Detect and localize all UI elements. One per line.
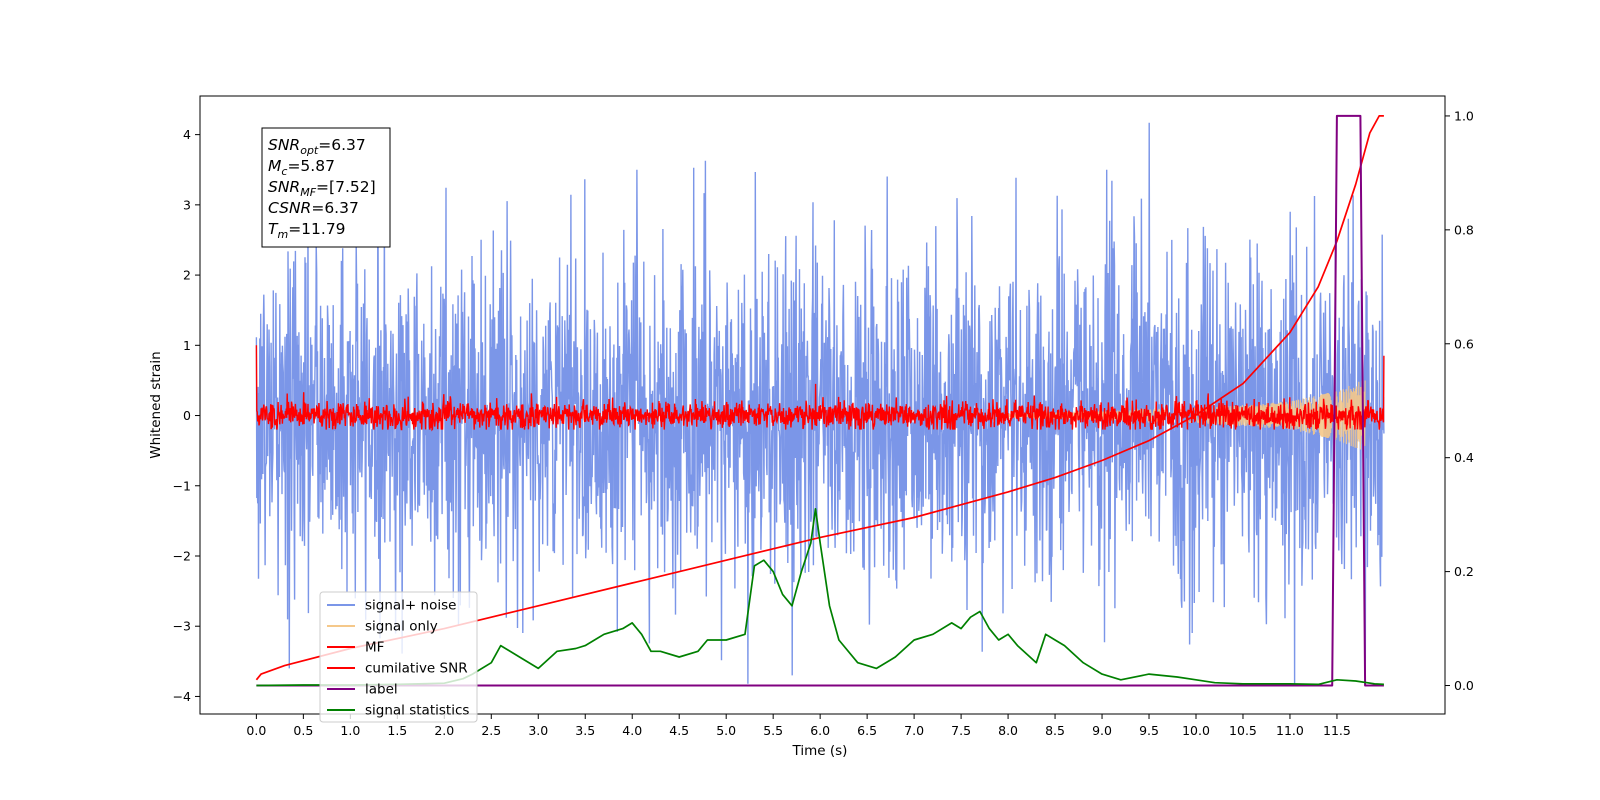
x-tick-label: 0.0 xyxy=(246,723,266,738)
x-tick-label: 9.0 xyxy=(1092,723,1112,738)
x-tick-label: 6.0 xyxy=(810,723,830,738)
x-tick-label: 9.5 xyxy=(1139,723,1159,738)
y-axis-left: −4 −3 −2 −1 0 1 2 3 4 xyxy=(173,127,200,704)
x-tick-label: 3.5 xyxy=(575,723,595,738)
annotation-value: =6.37 xyxy=(311,199,359,217)
annotation-value: =6.37 xyxy=(318,136,366,154)
y2-tick-label: 0.0 xyxy=(1454,678,1474,693)
series-signal-statistics-line xyxy=(256,508,1384,687)
annotation-frame xyxy=(261,127,391,248)
y-tick-label: 1 xyxy=(183,338,191,353)
x-tick-label: 7.0 xyxy=(904,723,924,738)
y-tick-label: 0 xyxy=(183,408,191,423)
legend-label: MF xyxy=(365,640,384,656)
x-tick-label: 2.5 xyxy=(481,723,501,738)
legend-label: signal+ noise xyxy=(365,598,456,614)
legend-frame xyxy=(319,591,478,723)
annotation-subscript: m xyxy=(277,228,288,241)
x-tick-label: 7.5 xyxy=(951,723,971,738)
plot-frame xyxy=(199,95,1446,715)
y-tick-label: −2 xyxy=(173,548,191,563)
annotation-box: SNRopt=6.37Mc=5.87SNRMF=[7.52]CSNR=6.37T… xyxy=(261,127,391,248)
legend-label: signal statistics xyxy=(365,703,469,719)
annotation-subscript: c xyxy=(281,165,287,178)
y-tick-label: 3 xyxy=(183,197,191,212)
annotation-line: Mc=5.87 xyxy=(268,157,335,178)
x-tick-label: 5.5 xyxy=(763,723,783,738)
y2-tick-label: 0.8 xyxy=(1454,222,1474,237)
series-mf-line xyxy=(255,345,1385,432)
series-signal-noise-line xyxy=(255,122,1385,684)
x-axis: 0.0 0.5 1.0 1.5 2.0 2.5 3.0 3.5 4.0 4.5 5.0 5.5 6.0 6… xyxy=(246,714,1351,738)
annotation-symbol: SNR xyxy=(268,178,300,196)
x-tick-label: 4.0 xyxy=(622,723,642,738)
x-tick-label: 10.5 xyxy=(1229,723,1257,738)
y2-tick-label: 0.4 xyxy=(1454,450,1474,465)
x-tick-label: 0.5 xyxy=(293,723,313,738)
x-tick-label: 2.0 xyxy=(434,723,454,738)
annotation-symbol: CSNR xyxy=(268,199,311,217)
x-tick-label: 1.0 xyxy=(340,723,360,738)
legend-label: signal only xyxy=(365,619,438,635)
x-tick-label: 10.0 xyxy=(1182,723,1210,738)
y2-tick-label: 0.2 xyxy=(1454,564,1474,579)
x-axis-label: Time (s) xyxy=(792,743,848,759)
y-tick-label: −3 xyxy=(173,619,191,634)
x-tick-label: 8.0 xyxy=(998,723,1018,738)
x-tick-label: 11.0 xyxy=(1276,723,1304,738)
annotation-symbol: M xyxy=(268,157,281,175)
legend-label: label xyxy=(365,682,398,698)
x-tick-label: 4.5 xyxy=(669,723,689,738)
legend: signal+ noise signal only MF cumilative SNR… xyxy=(319,591,478,723)
annotation-subscript: MF xyxy=(300,186,316,199)
y-tick-label: −1 xyxy=(173,478,191,493)
annotation-subscript: opt xyxy=(300,144,319,157)
y2-tick-label: 1.0 xyxy=(1454,108,1474,123)
x-tick-label: 3.0 xyxy=(528,723,548,738)
annotation-line: SNRopt=6.37 xyxy=(268,136,366,157)
y-axis-label: Whitened strain xyxy=(148,351,164,458)
annotation-value: =[7.52] xyxy=(316,178,376,196)
annotation-line: Tm=11.79 xyxy=(268,220,346,241)
x-tick-label: 8.5 xyxy=(1045,723,1065,738)
series-label-line xyxy=(256,114,1384,687)
y-tick-label: 4 xyxy=(183,127,191,142)
y-tick-label: 2 xyxy=(183,268,191,283)
y-tick-label: −4 xyxy=(173,689,191,704)
y2-tick-label: 0.6 xyxy=(1454,336,1474,351)
legend-label: cumilative SNR xyxy=(365,661,468,677)
annotation-value: =11.79 xyxy=(288,220,345,238)
annotation-line: SNRMF=[7.52] xyxy=(268,178,376,199)
x-tick-label: 5.0 xyxy=(716,723,736,738)
annotation-symbol: SNR xyxy=(268,136,300,154)
annotation-line: CSNR=6.37 xyxy=(268,199,359,217)
x-tick-label: 6.5 xyxy=(857,723,877,738)
x-tick-label: 11.5 xyxy=(1323,723,1351,738)
annotation-value: =5.87 xyxy=(287,157,335,175)
y-axis-right: 0.0 0.2 0.4 0.6 0.8 1.0 xyxy=(1445,108,1474,693)
annotation-symbol: T xyxy=(268,220,279,238)
x-tick-label: 1.5 xyxy=(387,723,407,738)
